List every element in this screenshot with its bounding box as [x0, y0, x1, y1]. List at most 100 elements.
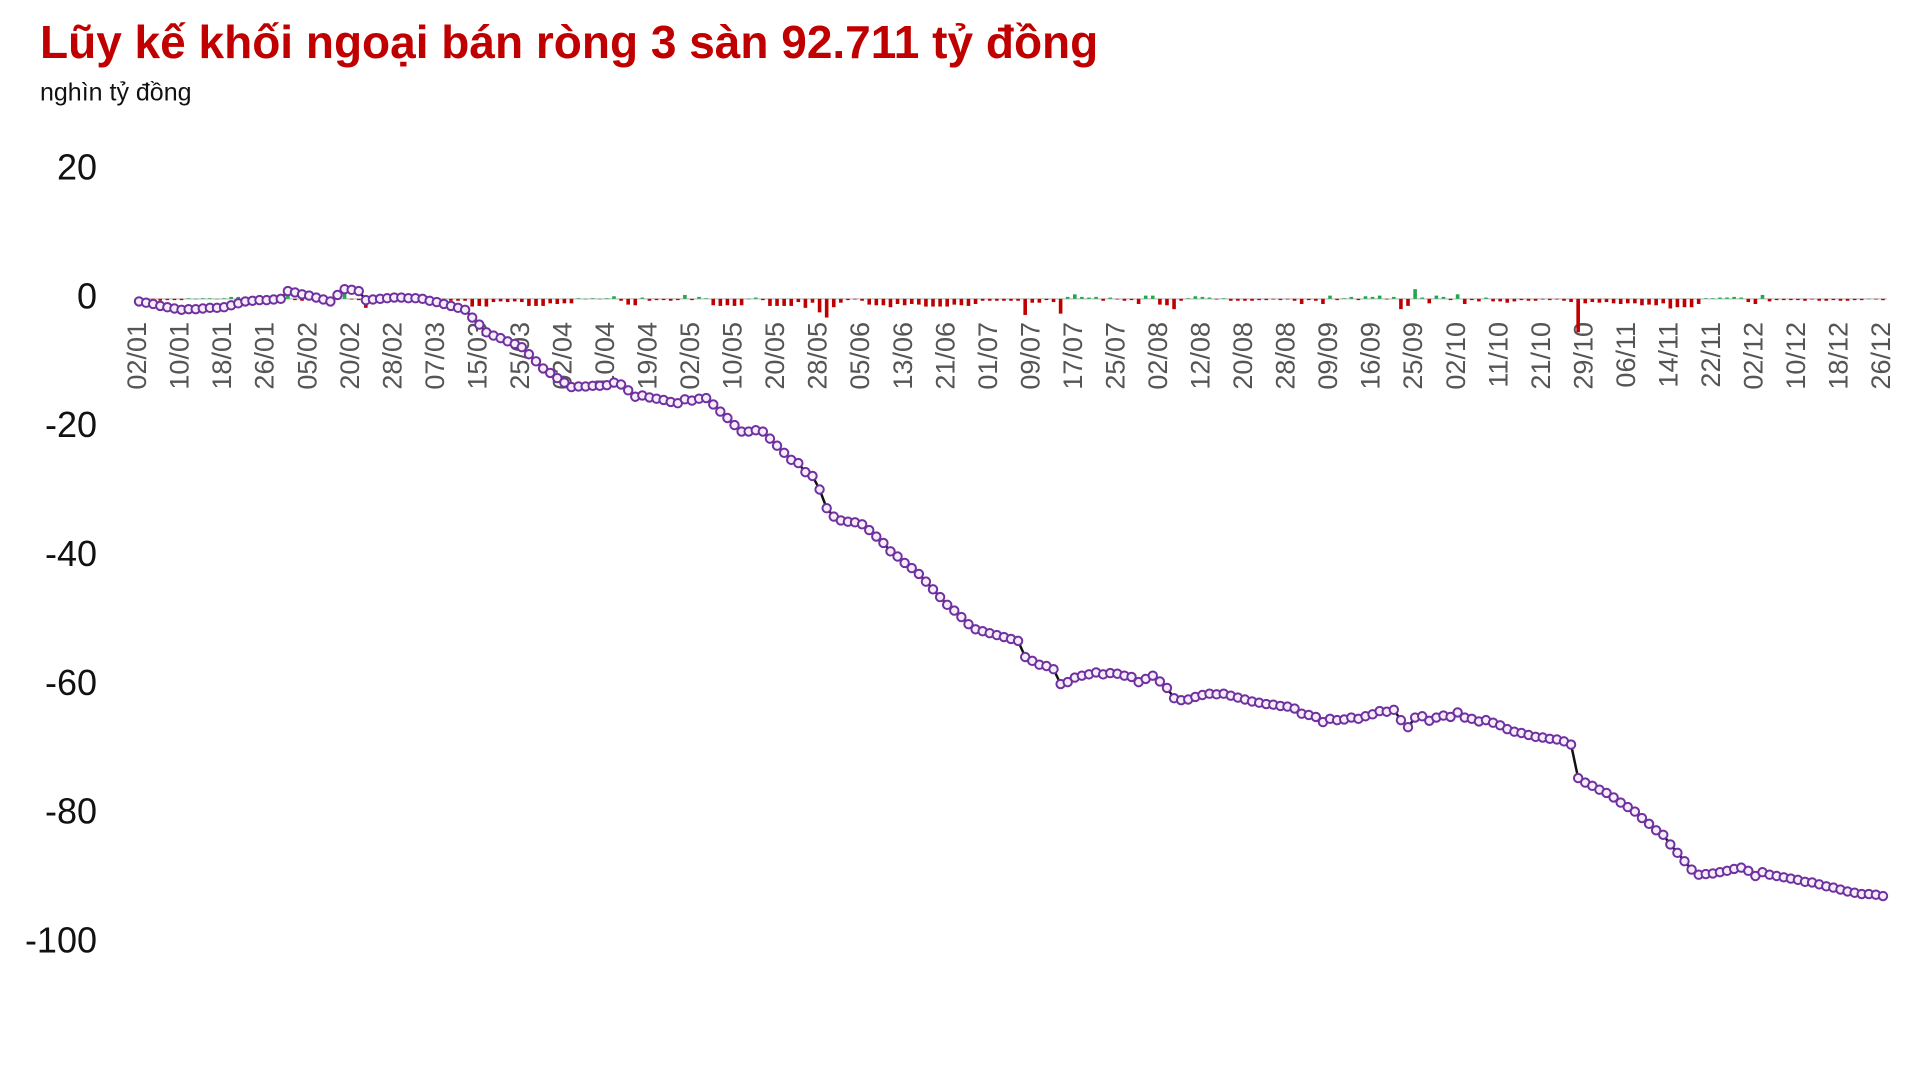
bar: [1462, 298, 1467, 304]
x-tick-label: 02/12: [1739, 322, 1769, 390]
bar: [1165, 298, 1169, 306]
bar: [995, 298, 999, 301]
bar: [1023, 298, 1027, 315]
x-tick-label: 02/05: [675, 322, 705, 390]
line-marker: [1310, 711, 1322, 723]
line-marker: [729, 419, 740, 431]
line-marker: [906, 562, 917, 574]
line-marker: [956, 611, 967, 623]
bar: [1576, 298, 1580, 333]
line-marker: [892, 551, 903, 562]
bar: [1236, 298, 1240, 301]
bar: [1037, 298, 1042, 303]
bar: [909, 298, 914, 304]
line-marker: [1161, 682, 1173, 694]
bar: [874, 298, 879, 306]
bar: [888, 298, 893, 308]
bar: [300, 298, 304, 301]
bar: [236, 296, 241, 299]
x-tick-label: 10/12: [1781, 322, 1811, 390]
bar: [463, 298, 467, 301]
line-marker: [1289, 703, 1300, 714]
bar: [1767, 298, 1772, 302]
line-marker: [1601, 787, 1612, 799]
bar: [1214, 298, 1219, 300]
line-marker: [1877, 890, 1889, 902]
bar: [491, 298, 496, 303]
bar: [1831, 298, 1836, 301]
line-marker: [474, 319, 485, 330]
bar: [1129, 298, 1134, 301]
bar: [1434, 295, 1439, 299]
bar: [1101, 298, 1105, 301]
line-marker: [1402, 722, 1414, 733]
line-marker: [1445, 711, 1456, 723]
bar: [158, 298, 163, 301]
x-tick-label: 13/06: [888, 322, 918, 390]
bar: [1753, 298, 1758, 304]
line-marker: [332, 289, 343, 301]
bar: [810, 298, 815, 303]
bar: [1413, 289, 1417, 299]
line-marker: [764, 433, 776, 444]
line-marker: [615, 379, 627, 390]
line-marker: [1062, 676, 1073, 688]
bar: [860, 298, 864, 301]
line-marker: [1048, 664, 1059, 675]
bar: [1852, 298, 1857, 301]
line-marker: [1452, 707, 1463, 718]
bar: [569, 298, 574, 304]
x-tick-label: 21/06: [930, 322, 960, 390]
bar: [1051, 298, 1056, 303]
bar: [1384, 298, 1389, 300]
bar: [1299, 298, 1304, 304]
bar: [775, 298, 779, 306]
bar: [1718, 297, 1722, 299]
bar: [1760, 294, 1765, 299]
x-tick-label: 28/02: [377, 322, 407, 390]
bar: [803, 298, 808, 308]
line-marker: [552, 372, 563, 384]
bar: [201, 298, 205, 299]
line-marker: [1636, 812, 1648, 824]
bar: [229, 296, 233, 299]
bar: [1363, 296, 1368, 299]
bar: [718, 298, 723, 306]
x-tick-label: 14/11: [1653, 322, 1683, 388]
bar: [1618, 298, 1623, 304]
line-marker: [516, 341, 528, 353]
bar: [1186, 298, 1191, 299]
line-marker: [1012, 635, 1024, 647]
bar: [980, 298, 985, 301]
x-tick-label: 02/08: [1143, 322, 1173, 390]
bar: [1207, 297, 1212, 299]
line-marker: [1565, 739, 1577, 750]
bar: [1044, 298, 1049, 301]
bar: [1221, 298, 1226, 299]
x-tick-label: 05/02: [292, 322, 322, 390]
bar: [1633, 298, 1637, 304]
x-tick-label: 26/01: [250, 322, 280, 390]
bar: [548, 298, 552, 304]
line-marker: [934, 591, 946, 603]
y-tick-label: -20: [45, 404, 97, 445]
bar: [1746, 298, 1751, 303]
bar: [1491, 298, 1495, 302]
line-marker: [963, 618, 974, 630]
bar: [1470, 298, 1474, 301]
line-marker: [1743, 865, 1754, 877]
bar: [576, 298, 581, 299]
bar: [1654, 298, 1658, 306]
line-marker: [708, 399, 719, 410]
line-marker: [1622, 801, 1633, 813]
bar: [690, 298, 694, 301]
line-marker: [885, 546, 896, 557]
bar: [839, 298, 843, 303]
bar: [1392, 296, 1396, 299]
line-marker: [1665, 839, 1676, 850]
x-tick-label: 22/11: [1696, 322, 1726, 388]
line-marker: [771, 440, 783, 451]
bar: [1193, 296, 1198, 299]
bar: [1540, 298, 1545, 300]
